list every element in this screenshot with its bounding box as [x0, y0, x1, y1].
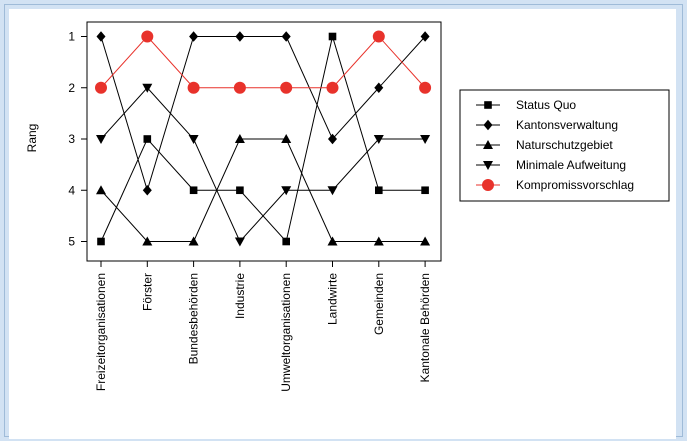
series-line — [100, 138, 426, 242]
data-point — [280, 81, 293, 94]
data-point — [420, 31, 430, 42]
data-point — [328, 32, 337, 41]
data-point — [234, 134, 245, 143]
legend-label: Minimale Aufweitung — [516, 158, 626, 172]
legend-item: Naturschutzgebiet — [476, 138, 613, 152]
plot-area-border — [86, 21, 442, 262]
x-tick-label: Bundesbehörden — [187, 273, 201, 364]
data-point — [419, 81, 432, 94]
data-point — [96, 185, 106, 195]
data-point — [234, 237, 245, 247]
series-kantonsverwaltung — [96, 31, 430, 196]
legend-item: Status Quo — [476, 98, 576, 112]
data-point — [281, 134, 292, 143]
figure-panel — [9, 9, 676, 439]
data-point — [281, 31, 291, 42]
series-kompromissvorschlag — [95, 30, 432, 94]
data-point — [327, 186, 338, 196]
legend-marker — [482, 179, 494, 191]
data-point — [328, 133, 337, 145]
legend-label: Kantonsverwaltung — [516, 118, 618, 132]
x-tick-label: Kantonale Behörden — [418, 273, 432, 382]
legend-marker — [483, 161, 493, 170]
data-point — [142, 83, 153, 93]
data-point — [373, 236, 384, 246]
data-point — [375, 186, 383, 195]
x-tick-label: Umweltorganisationen — [279, 273, 293, 392]
y-tick-label: 3 — [68, 132, 75, 146]
legend-marker — [483, 119, 493, 131]
series-line — [100, 35, 426, 89]
y-axis-label: Rang — [25, 124, 39, 153]
axes: 1 2 3 4 5 Freizeitorganisationen Förster Bundes… — [68, 30, 432, 392]
data-point — [373, 135, 384, 144]
y-tick-label: 2 — [68, 81, 75, 95]
data-point — [282, 237, 290, 246]
data-point — [187, 81, 200, 94]
legend-marker — [483, 140, 493, 149]
y-tick-label: 4 — [68, 183, 75, 197]
data-point — [327, 236, 338, 246]
data-point — [95, 81, 107, 94]
y-tick-label: 5 — [68, 235, 75, 249]
data-point — [189, 186, 198, 195]
data-point — [188, 236, 199, 246]
data-point — [142, 236, 153, 246]
series-line — [100, 87, 426, 243]
data-point — [189, 31, 199, 42]
legend-label: Kompromissvorschlag — [516, 178, 634, 192]
data-point — [188, 135, 199, 144]
x-tick-label: Gemeinden — [372, 273, 386, 335]
data-point — [97, 237, 105, 246]
series-naturschutzgebiet — [96, 134, 431, 246]
legend-marker — [484, 101, 492, 109]
data-point — [420, 236, 431, 246]
y-tick-label: 1 — [68, 30, 75, 44]
data-point — [421, 186, 429, 195]
data-point — [236, 186, 244, 195]
x-tick-label: Landwirte — [326, 273, 340, 325]
legend-label: Naturschutzgebiet — [516, 138, 613, 152]
legend-label: Status Quo — [516, 98, 576, 112]
series-line — [100, 36, 426, 192]
series-minimale-aufweitung — [96, 83, 431, 247]
data-point — [420, 135, 431, 144]
data-point — [281, 186, 292, 196]
legend: Status Quo Kantonsverwaltung Naturschutzge… — [476, 98, 634, 192]
data-point — [142, 185, 152, 196]
legend-item: Kompromissvorschlag — [476, 178, 634, 192]
legend-item: Kantonsverwaltung — [476, 118, 618, 132]
data-point — [326, 81, 339, 94]
data-point — [233, 81, 246, 94]
x-tick-label: Industrie — [233, 273, 247, 319]
data-point — [372, 30, 385, 43]
data-point — [96, 135, 106, 144]
data-point — [235, 31, 245, 42]
x-tick-label: Förster — [140, 273, 154, 311]
data-point — [141, 30, 154, 43]
x-tick-label: Freizeitorganisationen — [94, 273, 108, 391]
data-point — [374, 82, 384, 93]
data-point — [143, 135, 152, 143]
series-group — [95, 30, 432, 247]
data-point — [96, 31, 106, 42]
legend-item: Minimale Aufweitung — [476, 158, 626, 172]
